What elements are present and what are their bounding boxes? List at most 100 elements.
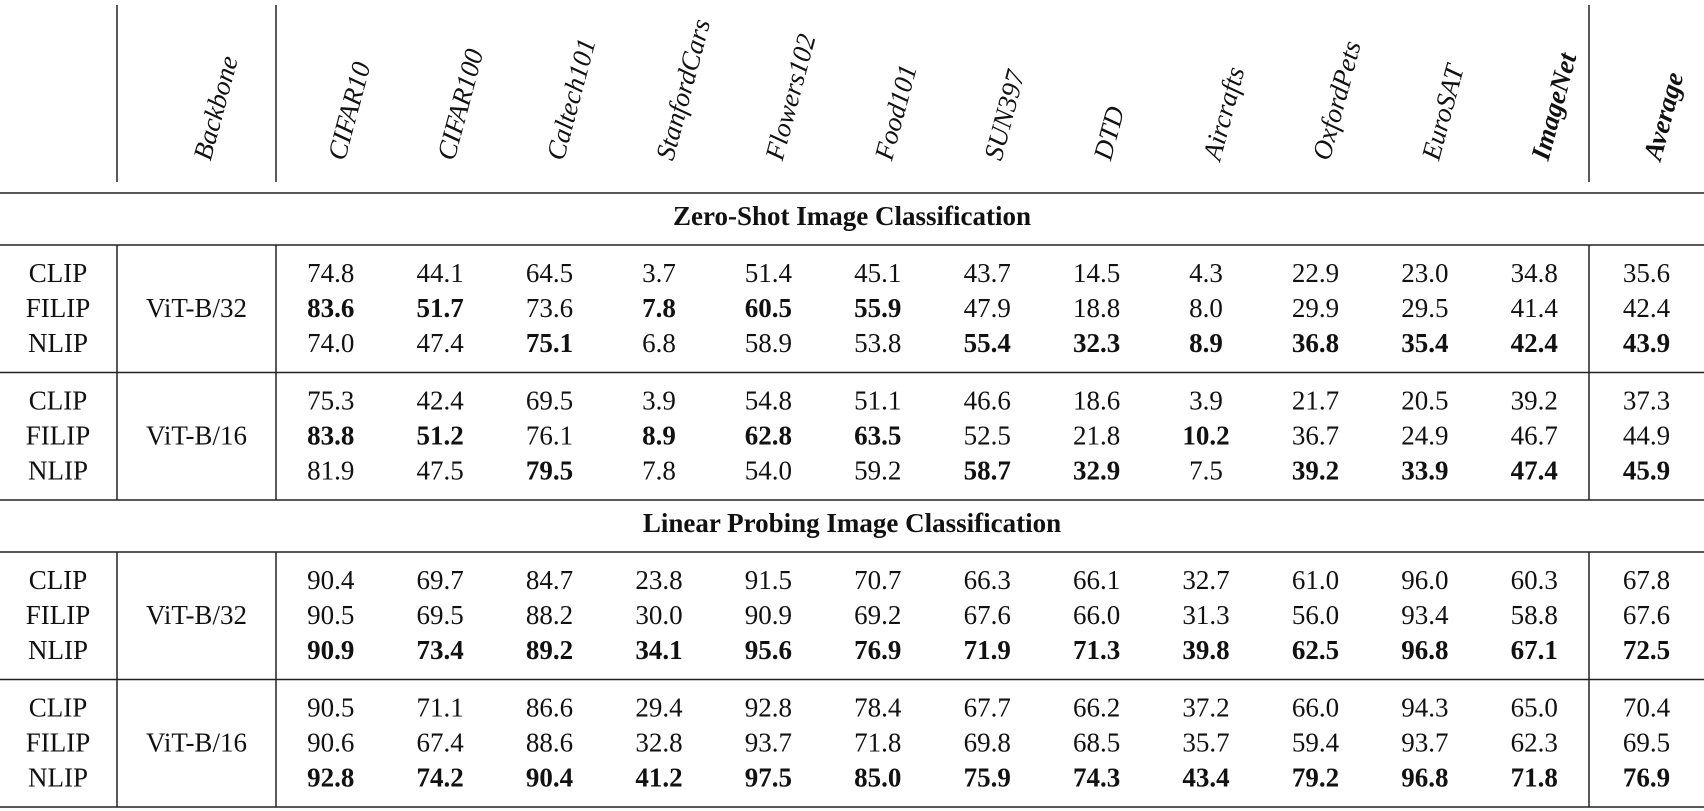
cell-value: 92.8: [745, 692, 792, 722]
cell-value: 3.7: [642, 258, 676, 288]
column-header: Flowers102: [759, 31, 822, 164]
cell-value: 69.2: [854, 600, 901, 630]
column-header: OxfordPets: [1306, 38, 1367, 164]
cell-value: 83.8: [307, 420, 354, 450]
cell-value: 43.4: [1182, 762, 1229, 792]
cell-value: 67.7: [964, 692, 1011, 722]
cell-value: 55.4: [964, 328, 1011, 358]
cell-value: 90.4: [526, 762, 573, 792]
cell-value: 56.0: [1292, 600, 1339, 630]
cell-value: 41.2: [635, 762, 682, 792]
cell-value: 67.1: [1511, 635, 1558, 665]
section-title: Linear Probing Image Classification: [643, 508, 1061, 538]
cell-value: 20.5: [1401, 385, 1448, 415]
cell-value: 68.5: [1073, 727, 1120, 757]
cell-value: 36.7: [1292, 420, 1339, 450]
cell-value: 51.4: [745, 258, 793, 288]
cell-value: 75.1: [526, 328, 573, 358]
cell-value: 67.6: [964, 600, 1011, 630]
column-header: DTD: [1087, 103, 1130, 164]
cell-value: 59.4: [1292, 727, 1340, 757]
cell-value: 88.2: [526, 600, 573, 630]
column-header: StanfordCars: [650, 16, 716, 163]
cell-value: 32.7: [1182, 565, 1229, 595]
cell-value: 37.2: [1182, 692, 1229, 722]
cell-value: 29.9: [1292, 293, 1339, 323]
cell-value: 91.5: [745, 565, 792, 595]
cell-value: 44.1: [417, 258, 464, 288]
cell-value: 37.3: [1623, 385, 1670, 415]
cell-value: 59.2: [854, 455, 901, 485]
cell-value: 46.7: [1511, 420, 1558, 450]
cell-value: 23.8: [635, 565, 682, 595]
cell-value: 51.2: [417, 420, 464, 450]
cell-value: 90.6: [307, 727, 354, 757]
cell-value: 74.0: [307, 328, 354, 358]
cell-value: 32.9: [1073, 455, 1120, 485]
cell-value: 24.9: [1401, 420, 1448, 450]
method: FILIP: [26, 420, 91, 450]
cell-value: 39.8: [1182, 635, 1229, 665]
cell-value: 71.8: [854, 727, 901, 757]
cell-value: 89.2: [526, 635, 573, 665]
cell-value: 39.2: [1292, 455, 1339, 485]
cell-value: 41.4: [1511, 293, 1559, 323]
cell-value: 47.5: [417, 455, 464, 485]
cell-value: 75.9: [964, 762, 1011, 792]
cell-value: 71.8: [1511, 762, 1558, 792]
cell-value: 69.8: [964, 727, 1011, 757]
cell-value: 79.2: [1292, 762, 1339, 792]
cell-value: 84.7: [526, 565, 573, 595]
cell-value: 60.5: [745, 293, 792, 323]
cell-value: 93.4: [1401, 600, 1449, 630]
cell-value: 71.1: [417, 692, 464, 722]
cell-value: 32.8: [635, 727, 682, 757]
cell-value: 18.8: [1073, 293, 1120, 323]
column-header: Food101: [868, 61, 922, 164]
cell-value: 42.4: [417, 385, 465, 415]
cell-value: 45.9: [1623, 455, 1670, 485]
cell-value: 73.4: [417, 635, 464, 665]
cell-value: 70.4: [1623, 692, 1671, 722]
cell-value: 34.8: [1511, 258, 1558, 288]
cell-value: 83.6: [307, 293, 354, 323]
method: CLIP: [29, 385, 88, 415]
cell-value: 32.3: [1073, 328, 1120, 358]
cell-value: 7.8: [642, 455, 676, 485]
cell-value: 79.5: [526, 455, 573, 485]
cell-value: 51.7: [417, 293, 464, 323]
cell-value: 7.8: [642, 293, 676, 323]
cell-value: 8.0: [1189, 293, 1223, 323]
cell-value: 7.5: [1189, 455, 1223, 485]
cell-value: 71.9: [964, 635, 1011, 665]
backbone: ViT-B/32: [146, 293, 247, 323]
cell-value: 85.0: [854, 762, 901, 792]
cell-value: 35.7: [1182, 727, 1229, 757]
cell-value: 35.6: [1623, 258, 1670, 288]
cell-value: 92.8: [307, 762, 354, 792]
cell-value: 6.8: [642, 328, 676, 358]
column-header: SUN397: [978, 66, 1031, 164]
cell-value: 31.3: [1182, 600, 1229, 630]
cell-value: 65.0: [1511, 692, 1558, 722]
cell-value: 95.6: [745, 635, 792, 665]
cell-value: 66.2: [1073, 692, 1120, 722]
cell-value: 69.5: [1623, 727, 1670, 757]
backbone: ViT-B/32: [146, 600, 247, 630]
cell-value: 76.9: [1623, 762, 1670, 792]
cell-value: 67.4: [417, 727, 465, 757]
cell-value: 42.4: [1511, 328, 1558, 358]
cell-value: 55.9: [854, 293, 901, 323]
cell-value: 69.5: [526, 385, 573, 415]
cell-value: 29.5: [1401, 293, 1448, 323]
cell-value: 42.4: [1623, 293, 1671, 323]
cell-value: 62.3: [1511, 727, 1558, 757]
cell-value: 18.6: [1073, 385, 1120, 415]
cell-value: 96.8: [1401, 762, 1448, 792]
cell-value: 73.6: [526, 293, 573, 323]
cell-value: 81.9: [307, 455, 354, 485]
cell-value: 60.3: [1511, 565, 1558, 595]
method: FILIP: [26, 600, 91, 630]
cell-value: 21.8: [1073, 420, 1120, 450]
cell-value: 8.9: [642, 420, 676, 450]
